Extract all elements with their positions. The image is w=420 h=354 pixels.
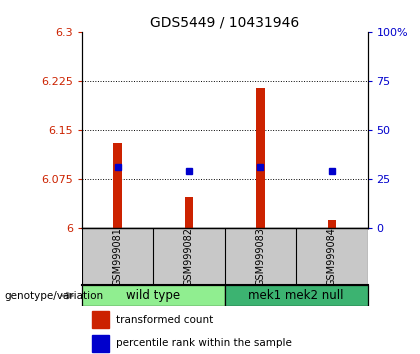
Text: GSM999081: GSM999081 xyxy=(113,227,123,286)
Bar xyxy=(328,221,336,228)
Bar xyxy=(92,335,109,352)
Text: GSM999083: GSM999083 xyxy=(255,227,265,286)
Bar xyxy=(92,311,109,328)
Text: GSM999084: GSM999084 xyxy=(327,227,337,286)
Title: GDS5449 / 10431946: GDS5449 / 10431946 xyxy=(150,15,299,29)
Bar xyxy=(225,285,368,306)
Text: GSM999082: GSM999082 xyxy=(184,227,194,286)
Text: genotype/variation: genotype/variation xyxy=(4,291,103,301)
Bar xyxy=(185,197,193,228)
Text: mek1 mek2 null: mek1 mek2 null xyxy=(248,289,344,302)
Text: transformed count: transformed count xyxy=(116,315,213,325)
Text: wild type: wild type xyxy=(126,289,180,302)
Bar xyxy=(256,87,265,228)
Text: percentile rank within the sample: percentile rank within the sample xyxy=(116,338,291,348)
Bar xyxy=(82,285,225,306)
Bar xyxy=(113,143,122,228)
